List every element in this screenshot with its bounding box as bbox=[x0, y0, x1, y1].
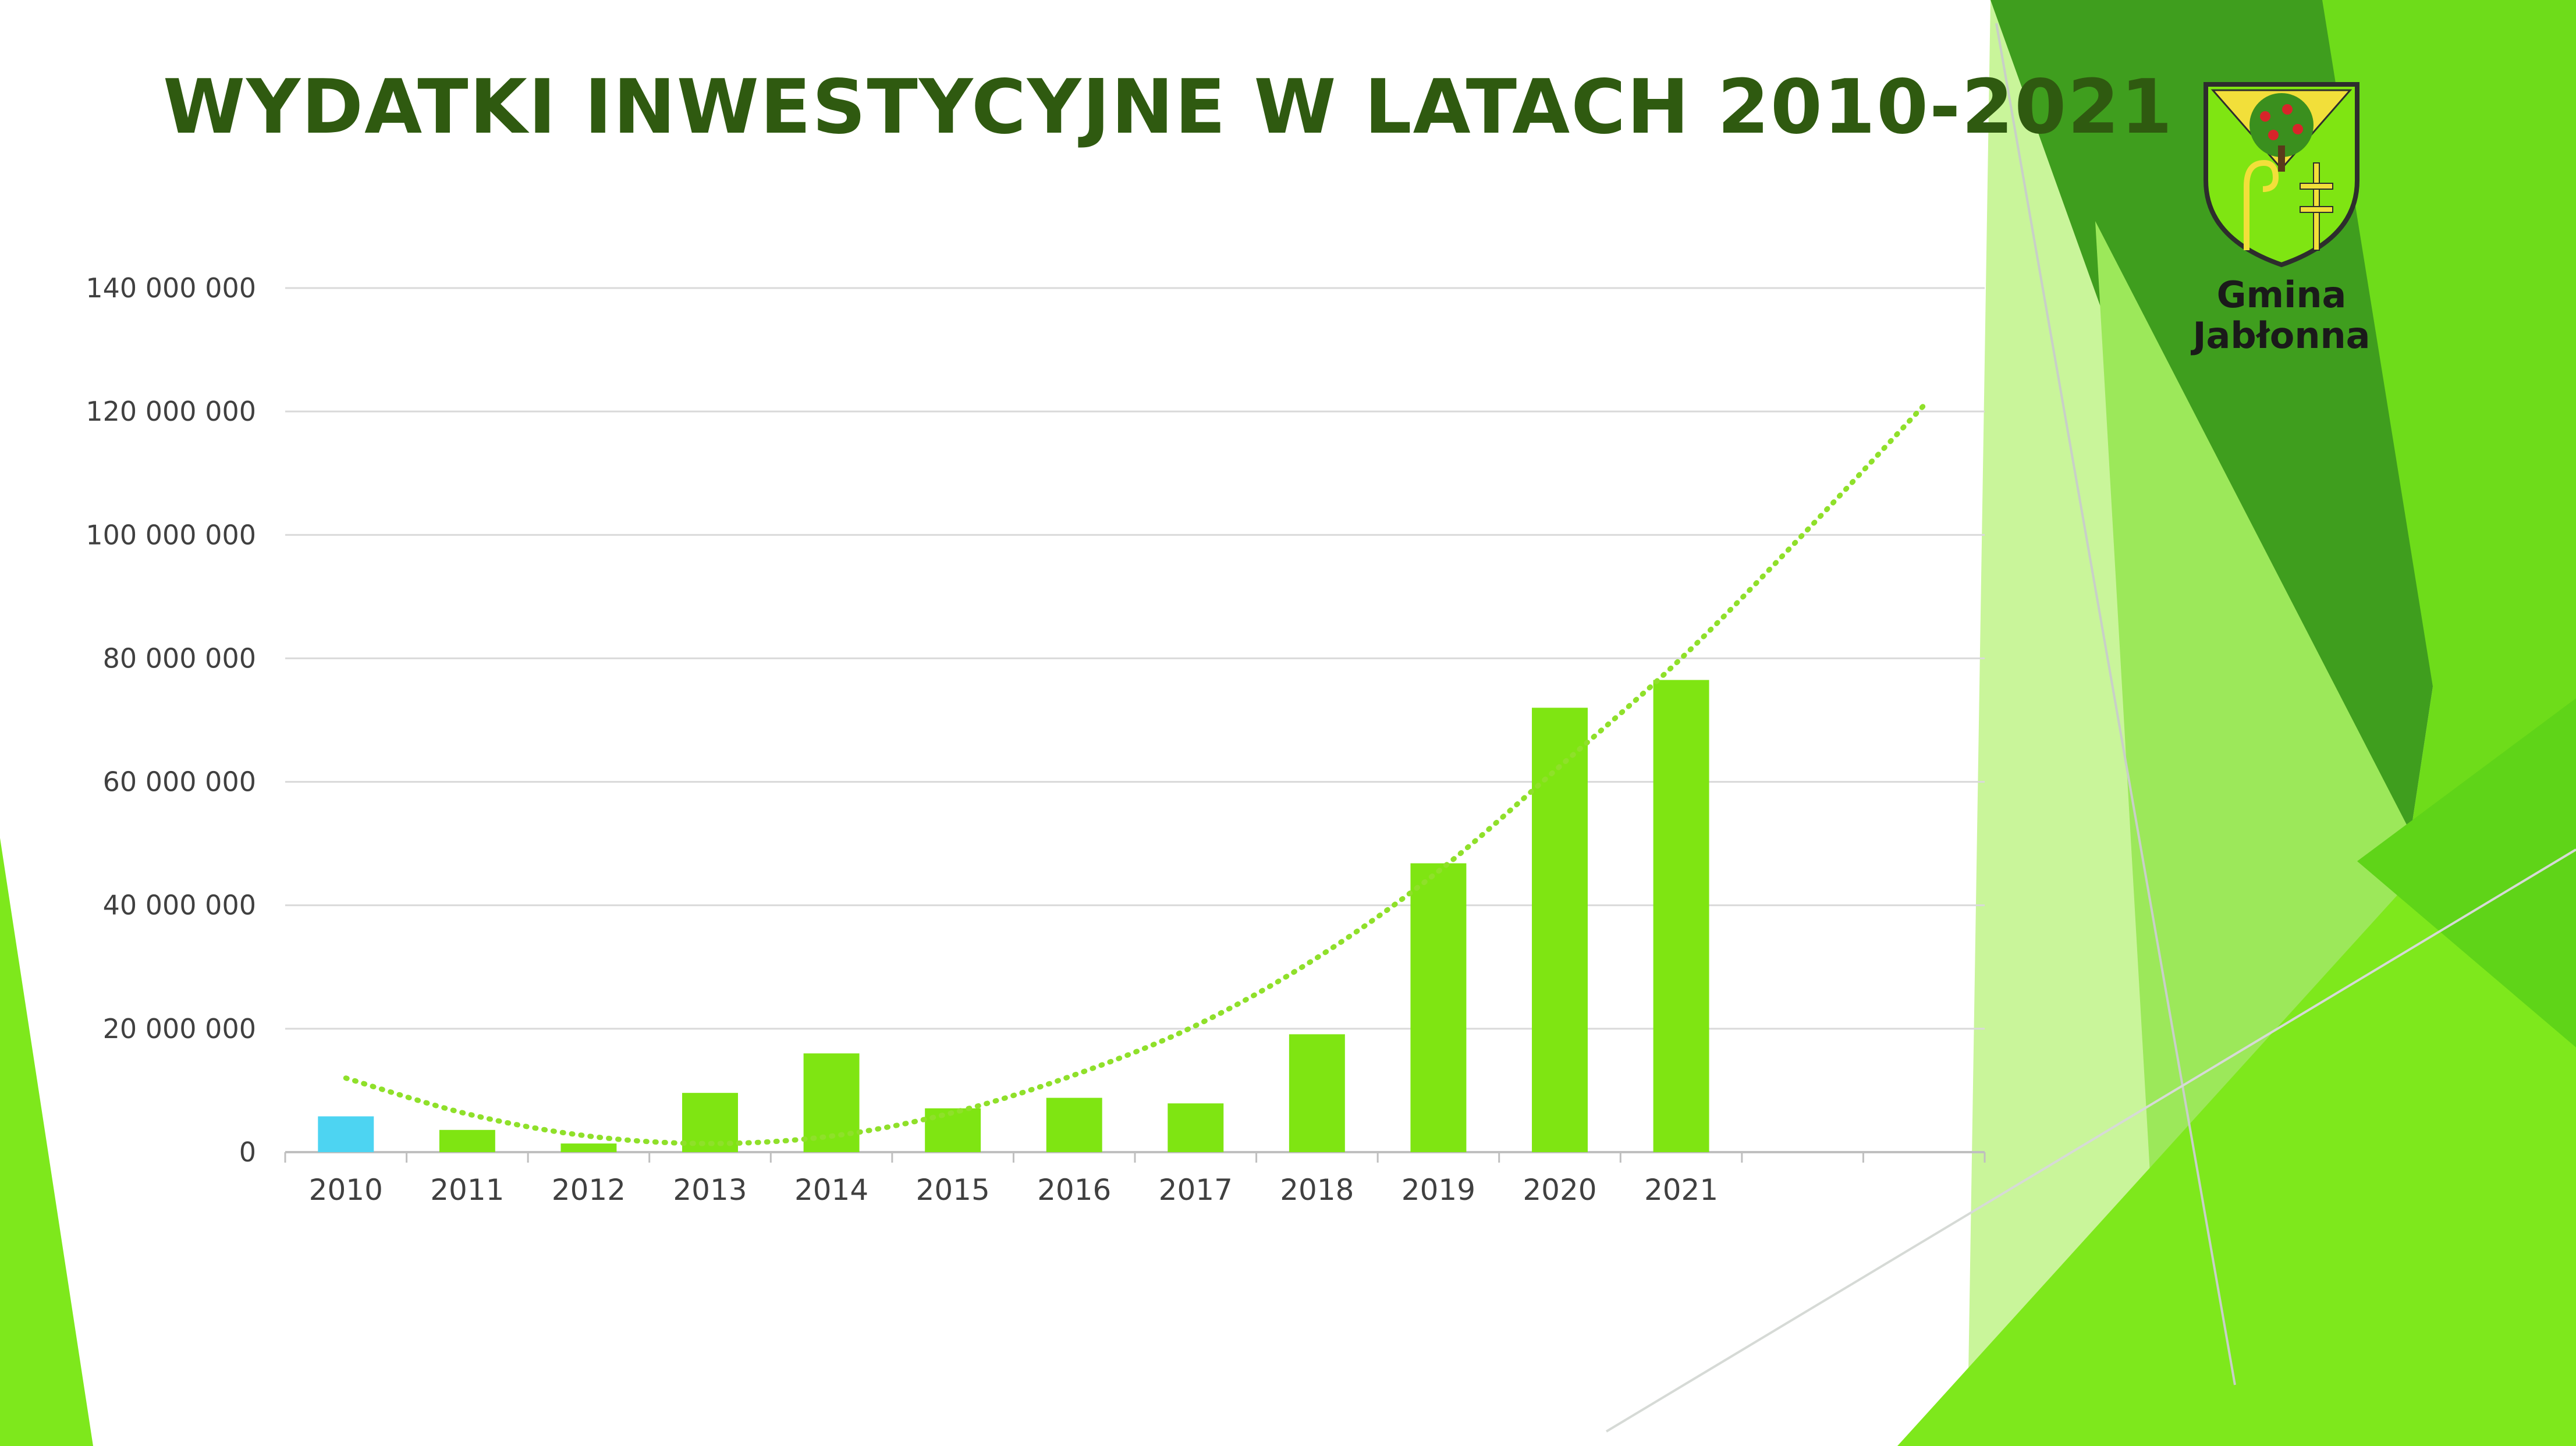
x-tick-label: 2017 bbox=[1159, 1173, 1233, 1207]
y-tick-label: 40 000 000 bbox=[103, 890, 256, 921]
y-tick-label: 60 000 000 bbox=[103, 766, 256, 798]
x-tick-label: 2012 bbox=[552, 1173, 626, 1207]
logo-text-jablonna: Jabłonna bbox=[2192, 314, 2371, 357]
bar-2021 bbox=[1653, 680, 1709, 1152]
coat-of-arms-icon bbox=[2204, 82, 2359, 268]
logo-text-gmina: Gmina bbox=[2216, 273, 2347, 316]
y-tick-label: 20 000 000 bbox=[103, 1013, 256, 1044]
municipality-logo: Gmina Jabłonna bbox=[2192, 76, 2371, 367]
bar-2018 bbox=[1289, 1034, 1345, 1152]
bar-2012 bbox=[560, 1143, 617, 1152]
y-tick-label: 0 bbox=[239, 1136, 256, 1168]
decor-shape-left bbox=[0, 838, 93, 1446]
y-tick-label: 100 000 000 bbox=[86, 519, 256, 550]
bar-2017 bbox=[1168, 1103, 1224, 1152]
grid-layer bbox=[284, 287, 1986, 1163]
x-tick-label: 2011 bbox=[430, 1173, 504, 1207]
bar-2019 bbox=[1410, 863, 1467, 1152]
x-axis-tick-labels: 2010 2011 2012 2013 2014 2015 2016 2017 2018 2019… bbox=[309, 1173, 1719, 1207]
y-tick-label: 80 000 000 bbox=[103, 642, 256, 674]
y-tick-label: 140 000 000 bbox=[86, 272, 256, 304]
y-tick-label: 120 000 000 bbox=[86, 396, 256, 427]
bar-2011 bbox=[439, 1129, 495, 1152]
x-tick-label: 2013 bbox=[673, 1173, 747, 1207]
x-tick-label: 2020 bbox=[1523, 1173, 1596, 1207]
x-tick-label: 2019 bbox=[1401, 1173, 1475, 1207]
decor-line-diagonal-2 bbox=[1605, 848, 2576, 1433]
bar-2010 bbox=[318, 1116, 374, 1152]
x-tick-label: 2010 bbox=[309, 1173, 383, 1207]
chart-title: WYDATKI INWESTYCYJNE W LATACH 2010-2021 bbox=[163, 64, 2174, 151]
bar-2020 bbox=[1532, 708, 1588, 1152]
x-tick-label: 2021 bbox=[1644, 1173, 1718, 1207]
x-tick-label: 2014 bbox=[794, 1173, 868, 1207]
x-tick-label: 2018 bbox=[1280, 1173, 1354, 1207]
x-tick-label: 2016 bbox=[1037, 1173, 1111, 1207]
bar-2016 bbox=[1046, 1097, 1102, 1152]
decor-shape-bottom-accent bbox=[2357, 698, 2576, 1047]
bars-layer bbox=[318, 680, 1709, 1152]
x-tick-label: 2015 bbox=[916, 1173, 990, 1207]
decor-line-diagonal-1 bbox=[1995, 23, 2236, 1385]
y-axis-tick-labels: 0 20 000 000 40 000 000 60 000 000 80 000 00… bbox=[86, 272, 256, 1168]
